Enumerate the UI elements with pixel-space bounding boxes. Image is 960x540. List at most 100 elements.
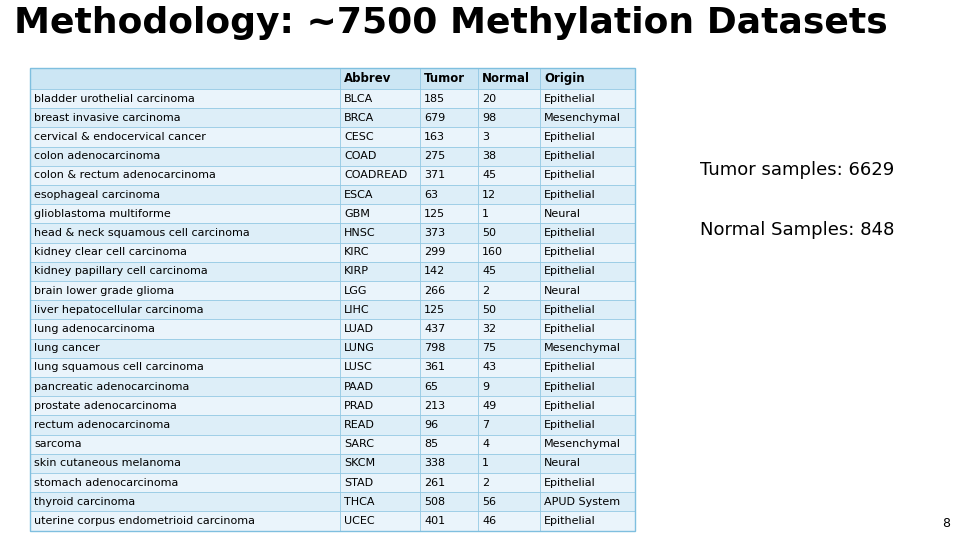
Text: cervical & endocervical cancer: cervical & endocervical cancer — [34, 132, 205, 142]
Text: 163: 163 — [424, 132, 445, 142]
Bar — [340, 511, 420, 531]
Bar — [420, 435, 478, 454]
Bar — [420, 166, 478, 185]
Bar — [340, 127, 420, 146]
Bar — [420, 473, 478, 492]
Bar — [420, 319, 478, 339]
Bar — [30, 262, 340, 281]
Bar — [420, 415, 478, 435]
Bar — [340, 492, 420, 511]
Bar — [420, 242, 478, 262]
Text: colon & rectum adenocarcinoma: colon & rectum adenocarcinoma — [34, 171, 216, 180]
Text: kidney clear cell carcinoma: kidney clear cell carcinoma — [34, 247, 187, 257]
Text: LUAD: LUAD — [344, 324, 374, 334]
Text: THCA: THCA — [344, 497, 374, 507]
Bar — [478, 435, 540, 454]
Bar — [478, 492, 540, 511]
Bar — [540, 68, 635, 89]
Text: SKCM: SKCM — [344, 458, 375, 468]
Text: lung cancer: lung cancer — [34, 343, 100, 353]
Text: Epithelial: Epithelial — [544, 401, 596, 411]
Bar — [420, 300, 478, 319]
Text: 160: 160 — [482, 247, 503, 257]
Bar — [30, 435, 340, 454]
Text: Epithelial: Epithelial — [544, 247, 596, 257]
Bar — [30, 204, 340, 224]
Text: BLCA: BLCA — [344, 93, 373, 104]
Bar — [478, 454, 540, 473]
Text: Epithelial: Epithelial — [544, 477, 596, 488]
Bar — [478, 127, 540, 146]
Bar — [30, 166, 340, 185]
Text: Abbrev: Abbrev — [344, 72, 392, 85]
Bar — [420, 281, 478, 300]
Text: Epithelial: Epithelial — [544, 266, 596, 276]
Text: 361: 361 — [424, 362, 445, 373]
Bar — [340, 262, 420, 281]
Bar — [540, 339, 635, 358]
Bar — [340, 68, 420, 89]
Text: breast invasive carcinoma: breast invasive carcinoma — [34, 113, 180, 123]
Text: 401: 401 — [424, 516, 445, 526]
Bar — [540, 358, 635, 377]
Text: thyroid carcinoma: thyroid carcinoma — [34, 497, 135, 507]
Bar — [420, 262, 478, 281]
Bar — [540, 262, 635, 281]
Bar — [478, 473, 540, 492]
Bar — [30, 68, 340, 89]
Bar — [30, 415, 340, 435]
Text: CESC: CESC — [344, 132, 373, 142]
Bar — [478, 415, 540, 435]
Bar — [540, 127, 635, 146]
Text: lung squamous cell carcinoma: lung squamous cell carcinoma — [34, 362, 204, 373]
Text: 213: 213 — [424, 401, 445, 411]
Bar — [30, 396, 340, 415]
Text: 45: 45 — [482, 266, 496, 276]
Bar — [340, 281, 420, 300]
Text: LUNG: LUNG — [344, 343, 374, 353]
Bar — [420, 204, 478, 224]
Bar — [340, 396, 420, 415]
Bar — [540, 300, 635, 319]
Text: colon adenocarcinoma: colon adenocarcinoma — [34, 151, 160, 161]
Text: 2: 2 — [482, 286, 490, 295]
Text: Mesenchymal: Mesenchymal — [544, 113, 621, 123]
Text: HNSC: HNSC — [344, 228, 375, 238]
Bar — [30, 339, 340, 358]
Text: COAD: COAD — [344, 151, 376, 161]
Text: KIRP: KIRP — [344, 266, 369, 276]
Text: LUSC: LUSC — [344, 362, 372, 373]
Bar — [478, 300, 540, 319]
Text: 75: 75 — [482, 343, 496, 353]
Text: 266: 266 — [424, 286, 445, 295]
Bar — [340, 473, 420, 492]
Text: Epithelial: Epithelial — [544, 171, 596, 180]
Text: 43: 43 — [482, 362, 496, 373]
Bar — [478, 108, 540, 127]
Bar — [478, 358, 540, 377]
Bar — [540, 146, 635, 166]
Bar — [30, 300, 340, 319]
Text: 49: 49 — [482, 401, 496, 411]
Text: Mesenchymal: Mesenchymal — [544, 343, 621, 353]
Bar — [30, 473, 340, 492]
Text: 8: 8 — [942, 517, 950, 530]
Text: Methodology: ~7500 Methylation Datasets: Methodology: ~7500 Methylation Datasets — [14, 6, 888, 40]
Bar — [420, 358, 478, 377]
Bar — [540, 281, 635, 300]
Text: uterine corpus endometrioid carcinoma: uterine corpus endometrioid carcinoma — [34, 516, 255, 526]
Text: kidney papillary cell carcinoma: kidney papillary cell carcinoma — [34, 266, 207, 276]
Bar — [340, 166, 420, 185]
Bar — [540, 492, 635, 511]
Bar — [540, 435, 635, 454]
Text: sarcoma: sarcoma — [34, 439, 82, 449]
Text: 4: 4 — [482, 439, 490, 449]
Bar — [340, 224, 420, 242]
Text: PRAD: PRAD — [344, 401, 374, 411]
Text: stomach adenocarcinoma: stomach adenocarcinoma — [34, 477, 179, 488]
Bar — [478, 396, 540, 415]
Bar — [340, 146, 420, 166]
Bar — [420, 511, 478, 531]
Bar — [420, 339, 478, 358]
Text: Epithelial: Epithelial — [544, 228, 596, 238]
